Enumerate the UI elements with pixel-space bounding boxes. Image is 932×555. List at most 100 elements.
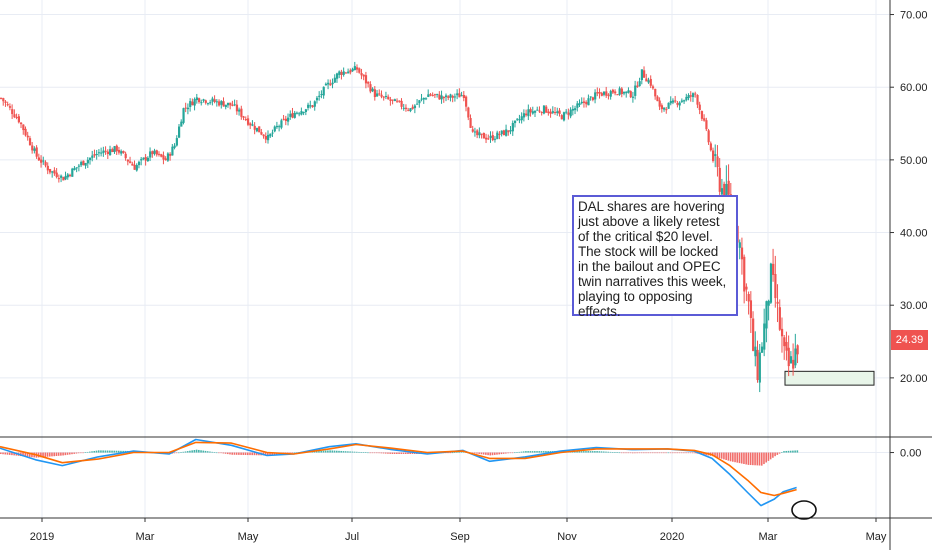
candle bbox=[578, 99, 581, 107]
candle bbox=[438, 91, 441, 100]
histogram-bar bbox=[591, 451, 594, 453]
candle-body bbox=[151, 151, 154, 155]
candle bbox=[75, 167, 78, 173]
candle bbox=[209, 99, 212, 105]
candle bbox=[146, 156, 150, 162]
candle-body bbox=[707, 130, 710, 143]
candle bbox=[364, 71, 368, 89]
candle bbox=[262, 134, 265, 139]
histogram-bar bbox=[338, 450, 340, 453]
candle bbox=[157, 151, 161, 157]
histogram-bar bbox=[589, 451, 592, 453]
candle-body bbox=[489, 135, 492, 138]
candle-body bbox=[714, 154, 717, 157]
candle bbox=[393, 98, 397, 102]
candle-body bbox=[304, 109, 308, 113]
histogram-bar bbox=[353, 451, 356, 453]
candle bbox=[478, 127, 481, 139]
candle bbox=[540, 111, 543, 116]
candle-body bbox=[171, 146, 174, 156]
candle bbox=[126, 159, 130, 166]
candle-body bbox=[794, 348, 797, 366]
histogram-bar bbox=[787, 450, 790, 453]
candle-body bbox=[540, 112, 543, 114]
candle bbox=[60, 174, 63, 183]
candle bbox=[40, 155, 43, 168]
candle-body bbox=[429, 94, 432, 96]
candle-body bbox=[598, 92, 601, 94]
candle bbox=[473, 127, 477, 137]
candle bbox=[376, 89, 379, 97]
candle bbox=[191, 98, 194, 106]
candle bbox=[24, 126, 27, 137]
candle-body bbox=[743, 256, 746, 292]
candle-body bbox=[198, 98, 201, 103]
candle bbox=[258, 126, 261, 133]
candle bbox=[602, 91, 606, 97]
histogram-bar bbox=[636, 452, 638, 454]
candle-body bbox=[647, 80, 650, 83]
histogram-bar bbox=[616, 452, 618, 453]
signal-line bbox=[0, 441, 797, 497]
candle bbox=[115, 144, 118, 155]
candle bbox=[320, 90, 323, 99]
candle bbox=[589, 96, 592, 101]
candle bbox=[549, 108, 552, 118]
candle bbox=[792, 343, 795, 376]
candle bbox=[84, 162, 87, 169]
candle bbox=[465, 95, 468, 112]
histogram-bar bbox=[756, 452, 759, 466]
histogram-bar bbox=[106, 450, 109, 453]
candle bbox=[202, 98, 205, 103]
candle-body bbox=[449, 94, 452, 98]
candle bbox=[574, 105, 577, 115]
candle bbox=[11, 104, 14, 119]
candle bbox=[658, 97, 661, 111]
candle-body bbox=[224, 104, 227, 108]
candle-body bbox=[525, 113, 528, 116]
histogram-bar bbox=[620, 452, 623, 454]
candle bbox=[178, 124, 181, 139]
histogram-bar bbox=[215, 452, 218, 454]
histogram-bar bbox=[4, 452, 7, 455]
candle-body bbox=[471, 129, 474, 132]
candle-body bbox=[607, 94, 610, 96]
candle bbox=[104, 146, 107, 155]
candle bbox=[382, 96, 385, 101]
histogram-bar bbox=[498, 452, 500, 455]
histogram-bar bbox=[291, 452, 294, 454]
candle-body bbox=[378, 93, 381, 95]
histogram-bar bbox=[718, 452, 721, 459]
candle bbox=[769, 262, 773, 304]
candle bbox=[324, 82, 328, 86]
annotation-box: DAL shares are hovering just above a lik… bbox=[572, 195, 738, 319]
candle bbox=[451, 94, 454, 103]
histogram-bar bbox=[720, 452, 723, 459]
candle-body bbox=[456, 93, 459, 96]
candle-body bbox=[267, 134, 270, 141]
histogram-bar bbox=[687, 452, 690, 454]
candle bbox=[353, 61, 356, 71]
candle-body bbox=[15, 116, 18, 118]
candle-body bbox=[68, 174, 72, 176]
candle-body bbox=[611, 89, 615, 93]
candle bbox=[80, 160, 83, 168]
candle-body bbox=[705, 120, 708, 130]
candle-body bbox=[763, 323, 766, 350]
last-price-label: 24.39 bbox=[895, 334, 924, 346]
histogram-bar bbox=[95, 450, 98, 453]
histogram-bar bbox=[623, 452, 625, 454]
candle-body bbox=[427, 94, 430, 98]
candle bbox=[431, 92, 434, 97]
candle-body bbox=[31, 145, 34, 151]
candle-body bbox=[149, 151, 152, 158]
candle bbox=[15, 113, 18, 120]
candle bbox=[647, 77, 650, 84]
candle-body bbox=[725, 183, 728, 203]
candle-body bbox=[645, 78, 648, 82]
histogram-bar bbox=[104, 450, 107, 453]
histogram-bar bbox=[614, 452, 616, 453]
candle-body bbox=[433, 94, 437, 96]
candle-body bbox=[627, 90, 630, 93]
histogram-bar bbox=[371, 452, 374, 454]
